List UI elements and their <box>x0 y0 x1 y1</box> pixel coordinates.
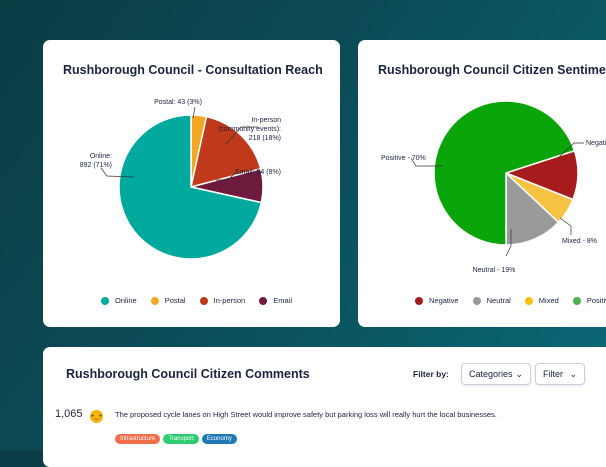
slice-label: 218 (18%) <box>249 135 281 142</box>
legend-item-in-person[interactable]: In-person <box>199 296 246 306</box>
leader-line <box>192 106 196 119</box>
legend-swatch <box>415 297 423 306</box>
slice-label: Negative <box>586 140 606 147</box>
leader-line <box>505 229 512 257</box>
chart-title: Rushborough Council - Consultation Reach <box>63 63 323 77</box>
slice-label: Neutral - 19% <box>473 267 516 274</box>
pie-slice-positive <box>433 100 576 246</box>
legend-item-mixed[interactable]: Mixed <box>524 296 559 306</box>
legend-label: Email <box>273 296 292 305</box>
legend-swatch <box>572 297 581 306</box>
legend-item-negative[interactable]: Negative <box>415 296 459 306</box>
legend-item-email[interactable]: Email <box>259 296 292 306</box>
legend-label: Online <box>115 296 137 305</box>
leader-line <box>225 126 258 145</box>
comments-title: Rushborough Council Citizen Comments <box>66 367 310 381</box>
filter-dropdown[interactable]: Filter ⌄ <box>535 363 585 385</box>
comment-count: 1,065 <box>55 408 83 420</box>
legend-swatch <box>101 297 109 306</box>
leader-line <box>216 172 236 181</box>
filter-by-label: Filter by: <box>413 369 449 379</box>
leader-line <box>559 217 572 235</box>
citizen-sentiment-card: Rushborough Council Citizen Sentiment Ne… <box>358 40 606 327</box>
legend-label: Positive <box>586 296 606 305</box>
leader-line <box>100 167 135 178</box>
consultation-reach-card: Rushborough Council - Consultation Reach… <box>43 40 340 327</box>
sentiment-pie-chart: Negative Mixed - 8% Neutral - 19% Positive … <box>381 100 606 274</box>
legend-swatch <box>524 297 533 306</box>
legend-label: Neutral <box>486 296 511 305</box>
chart-title: Rushborough Council Citizen Sentiment <box>378 63 606 77</box>
leader-line <box>557 142 584 159</box>
slice-label: Mixed - 8% <box>562 238 597 245</box>
legend-swatch <box>199 297 208 306</box>
tag-infrastructure[interactable]: Infrastructure <box>115 434 161 444</box>
chevron-down-icon: ⌄ <box>515 368 523 379</box>
legend-item-postal[interactable]: Postal <box>150 296 186 306</box>
slice-label: Postal: 43 (3%) <box>154 99 202 106</box>
slice-label: In-person <box>251 117 281 124</box>
legend-swatch <box>150 297 159 306</box>
citizen-comments-card: Rushborough Council Citizen Comments Fil… <box>43 347 606 467</box>
filter-label: Filter <box>543 369 563 379</box>
reach-pie-chart: Postal: 43 (3%) In-person (community event… <box>80 99 281 260</box>
legend-label: In-person <box>213 296 246 305</box>
comment-text: The proposed cycle lanes on High Street … <box>115 410 497 419</box>
legend-swatch <box>259 297 268 306</box>
tag-transport[interactable]: Transport <box>163 434 199 444</box>
slice-label: 892 (71%) <box>80 162 112 169</box>
categories-label: Categories <box>469 369 513 379</box>
sentiment-legend: Negative Neutral Mixed Positive <box>415 296 606 306</box>
slice-label: Email: 94 (8%) <box>235 169 281 176</box>
tag-economy[interactable]: Economy <box>201 434 237 444</box>
legend-label: Mixed <box>538 296 559 305</box>
legend-item-neutral[interactable]: Neutral <box>472 296 511 306</box>
pie-slice-neutral <box>505 171 560 246</box>
legend-label: Negative <box>429 296 459 305</box>
legend-swatch <box>472 297 481 306</box>
chevron-down-icon: ⌄ <box>569 368 577 379</box>
legend-item-online[interactable]: Online <box>101 296 137 306</box>
reach-legend: Online Postal In-person Email <box>101 296 292 306</box>
slice-label: Positive - 70% <box>381 155 426 162</box>
slice-label: Online: <box>90 153 112 160</box>
pie-slice-in-person <box>190 115 262 189</box>
leader-line <box>410 157 443 167</box>
neutral-face-icon: •‿• <box>90 410 103 423</box>
legend-label: Postal <box>164 296 186 305</box>
legend-item-positive[interactable]: Positive <box>572 296 606 306</box>
categories-dropdown[interactable]: Categories ⌄ <box>461 363 531 385</box>
pie-slice-online <box>118 114 263 260</box>
slice-label: (community events): <box>218 126 281 133</box>
